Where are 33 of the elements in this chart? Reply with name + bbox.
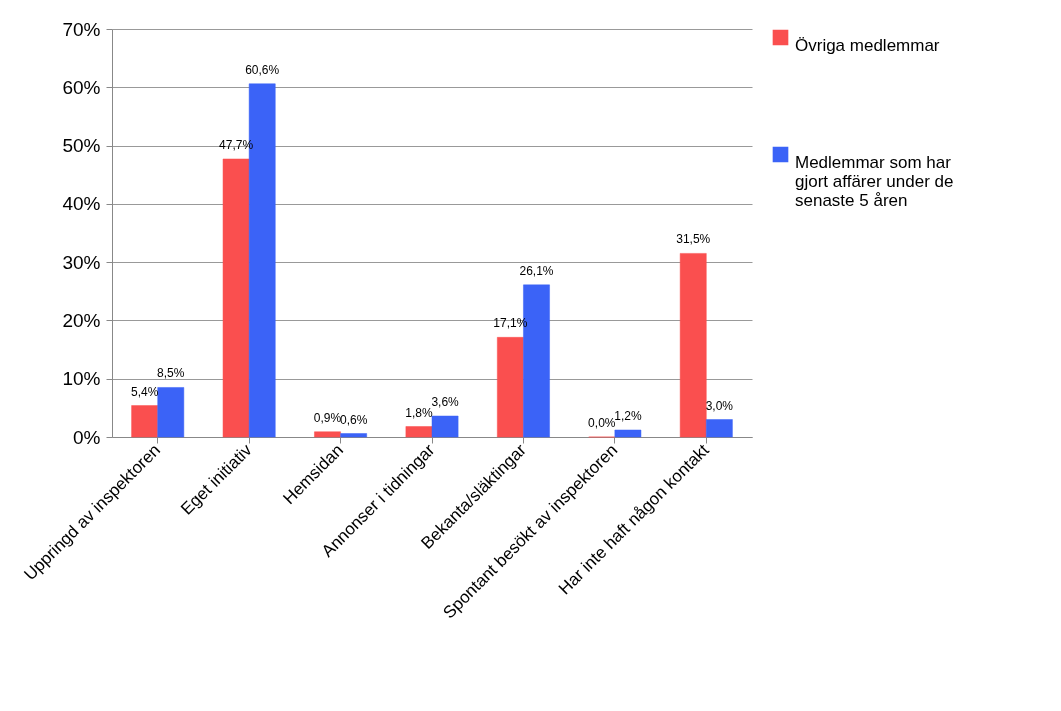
data-label: 0,6% xyxy=(339,412,368,427)
bar xyxy=(497,337,524,438)
y-tick-label: 50% xyxy=(62,135,101,157)
data-label: 0,9% xyxy=(313,410,342,425)
data-label: 1,2% xyxy=(614,409,642,424)
data-label: 0,0% xyxy=(588,416,616,430)
bar xyxy=(314,431,341,438)
y-tick-label: 10% xyxy=(62,368,101,390)
data-label: 60,6% xyxy=(245,62,280,77)
bar xyxy=(222,158,250,438)
bar xyxy=(431,415,459,438)
data-label: 1,8% xyxy=(405,405,433,420)
bar xyxy=(679,253,707,438)
legend-label: Övriga medlemmar xyxy=(795,35,940,55)
bar xyxy=(405,426,433,438)
bar xyxy=(614,429,642,438)
data-label: 8,5% xyxy=(157,366,185,381)
bar xyxy=(340,433,367,438)
y-tick-label: 70% xyxy=(62,18,101,40)
bar xyxy=(706,419,733,438)
data-label: 3,0% xyxy=(705,398,734,413)
y-tick-label: 30% xyxy=(62,251,101,273)
legend-label: Medlemmar som har gjort affärer under de senaste 5 åren xyxy=(795,152,954,210)
y-tick-label: 60% xyxy=(62,76,101,98)
data-label: 5,4% xyxy=(130,384,159,399)
y-tick-label: 0% xyxy=(73,426,101,448)
bar xyxy=(157,387,185,438)
y-tick-label: 20% xyxy=(62,309,101,331)
bar xyxy=(131,405,158,438)
data-label: 26,1% xyxy=(519,263,554,278)
data-label: 3,6% xyxy=(431,395,460,410)
y-tick-label: 40% xyxy=(62,193,101,215)
data-label: 31,5% xyxy=(676,232,711,247)
